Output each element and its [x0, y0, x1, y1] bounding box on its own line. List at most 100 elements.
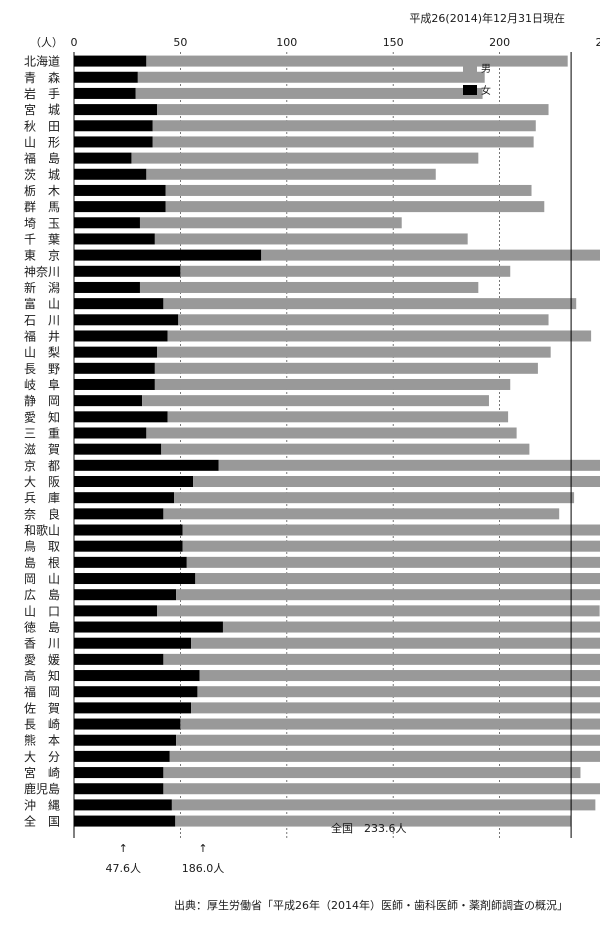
- bar-men: [154, 362, 538, 374]
- prefecture-label: 和歌山: [24, 523, 60, 538]
- prefecture-label: 三 重: [24, 426, 60, 440]
- bar-men: [175, 815, 572, 827]
- bar-men: [199, 670, 600, 682]
- bar-women: [74, 281, 140, 293]
- legend: 男 女: [463, 63, 491, 97]
- bar-women: [74, 750, 170, 762]
- bar-women: [74, 540, 183, 552]
- prefecture-label: 山 口: [24, 604, 60, 618]
- x-tick-label: 50: [173, 36, 187, 49]
- bar-men: [218, 459, 600, 471]
- bar-men: [182, 540, 600, 552]
- prefecture-label: 岡 山: [24, 572, 60, 586]
- bar-women: [74, 152, 132, 164]
- prefecture-label: 神奈川: [24, 265, 60, 279]
- prefecture-label: 千 葉: [24, 232, 60, 246]
- bar-women: [74, 686, 198, 698]
- x-tick-label: 0: [71, 36, 78, 49]
- prefecture-label: 富 山: [24, 296, 60, 311]
- prefecture-label: 長 崎: [24, 718, 60, 732]
- prefecture-label: 徳 島: [24, 620, 60, 635]
- bar-men: [154, 233, 468, 245]
- bar-men: [174, 492, 575, 504]
- bar-men: [197, 686, 600, 698]
- prefecture-label: 長 野: [24, 362, 60, 376]
- prefecture-label: 石 川: [24, 313, 60, 327]
- prefecture-label: 大 分: [24, 750, 60, 764]
- bar-men: [152, 120, 536, 132]
- bar-women: [74, 815, 176, 827]
- bar-men: [195, 573, 600, 585]
- men-avg-label: 186.0人: [182, 862, 225, 875]
- prefecture-label: 埼 玉: [24, 216, 60, 230]
- bar-women: [74, 168, 147, 180]
- prefecture-label: 島 根: [24, 555, 60, 570]
- women-avg-label: 47.6人: [106, 862, 142, 875]
- bar-men: [261, 249, 600, 261]
- bar-women: [74, 427, 147, 439]
- bar-men: [146, 55, 568, 67]
- bar-men: [137, 71, 485, 83]
- unit-label: （人）: [30, 36, 63, 49]
- prefecture-label: 佐 賀: [24, 701, 60, 715]
- prefecture-label: 群 馬: [24, 200, 60, 214]
- bar-men: [156, 104, 549, 116]
- bar-men: [167, 330, 592, 342]
- bar-men: [156, 346, 551, 358]
- bar-women: [74, 637, 192, 649]
- bar-men: [163, 783, 600, 795]
- bar-men: [191, 702, 600, 714]
- bar-men: [142, 395, 489, 407]
- bar-women: [74, 799, 172, 811]
- x-tick-label: 200: [489, 36, 510, 49]
- legend-label-women: 女: [481, 84, 491, 97]
- prefecture-label: 京 都: [24, 459, 60, 473]
- bar-men: [163, 767, 581, 779]
- bar-women: [74, 395, 143, 407]
- bar-women: [74, 524, 183, 536]
- bar-women: [74, 476, 194, 488]
- prefecture-label: 新 潟: [24, 280, 60, 295]
- prefecture-label: 奈 良: [24, 506, 60, 521]
- bar-women: [74, 589, 177, 601]
- bar-women: [74, 411, 168, 423]
- bar-women: [74, 346, 157, 358]
- prefecture-label: 秋 田: [24, 119, 60, 133]
- bar-women: [74, 670, 200, 682]
- legend-swatch-men: [463, 63, 477, 73]
- national-total-annotation: 全国 233.6人: [331, 821, 407, 835]
- bar-women: [74, 104, 157, 116]
- bar-women: [74, 459, 219, 471]
- bar-men: [139, 281, 479, 293]
- bar-women: [74, 702, 192, 714]
- bar-women: [74, 184, 166, 196]
- bar-men: [169, 750, 600, 762]
- bar-men: [191, 637, 600, 649]
- bar-men: [193, 476, 600, 488]
- prefecture-label: 鹿児島: [24, 781, 60, 796]
- bar-men: [154, 378, 511, 390]
- bar-women: [74, 201, 166, 213]
- bar-men: [146, 168, 436, 180]
- prefecture-label: 熊 本: [24, 733, 60, 748]
- bar-women: [74, 783, 164, 795]
- bar-men: [165, 184, 532, 196]
- prefecture-label: 山 梨: [24, 346, 60, 360]
- source-note: 出典：厚生労働省「平成26年（2014年）医師・歯科医師・薬剤師調査の概況」: [174, 898, 568, 912]
- prefecture-label: 茨 城: [24, 168, 60, 182]
- bars: [74, 55, 600, 827]
- women-avg-arrow: ↑: [119, 842, 128, 855]
- prefecture-label: 愛 媛: [24, 653, 60, 667]
- prefecture-label: 宮 崎: [24, 765, 60, 780]
- prefecture-label: 宮 城: [24, 102, 60, 117]
- prefecture-label: 静 岡: [24, 394, 60, 408]
- prefecture-label: 高 知: [24, 668, 60, 683]
- bar-men: [165, 201, 545, 213]
- prefecture-label: 栃 木: [24, 184, 60, 198]
- bar-women: [74, 298, 164, 310]
- bar-women: [74, 556, 187, 568]
- bar-women: [74, 265, 181, 277]
- bar-women: [74, 87, 136, 99]
